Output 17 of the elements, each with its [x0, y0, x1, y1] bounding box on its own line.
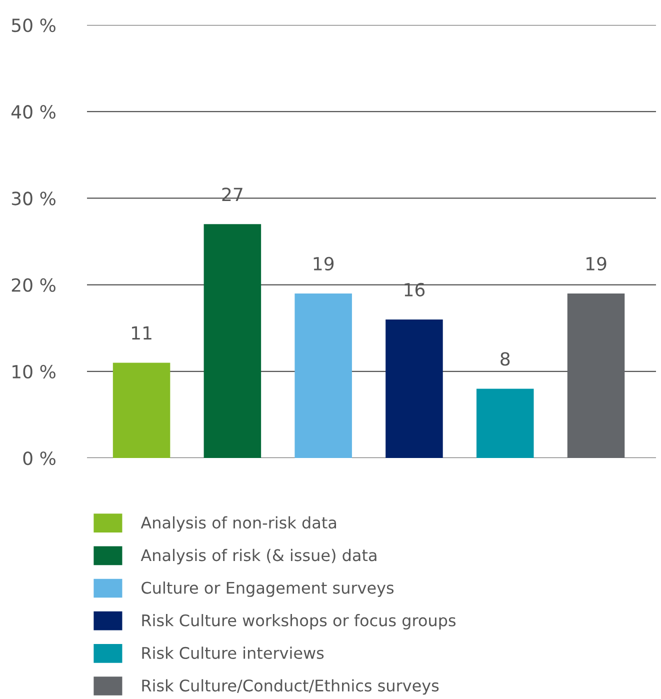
y-tick-label: 30 %: [12, 192, 56, 206]
y-tick-label: 50 %: [12, 18, 56, 32]
legend-label: Risk Culture/Conduct/Ethnics surveys: [142, 679, 439, 695]
data-label: 11: [132, 326, 152, 340]
data-label: 19: [586, 256, 606, 271]
y-tick-label: 20 %: [12, 278, 56, 292]
y-tick-label: 0 %: [23, 451, 56, 466]
legend-label: Risk Culture workshops or focus groups: [142, 614, 456, 630]
legend-label: Analysis of non-risk data: [140, 516, 336, 532]
y-tick-label: 40 %: [11, 105, 56, 119]
y-tick-label: 10 %: [12, 364, 56, 379]
legend-label: Analysis of risk (& issue) data: [140, 548, 376, 564]
data-label: 16: [404, 282, 425, 296]
legend-label: Culture or Engagement surveys: [142, 581, 394, 597]
data-label: 19: [314, 256, 334, 271]
legend-label: Risk Culture interviews: [142, 646, 324, 659]
data-label: 8: [500, 352, 510, 366]
